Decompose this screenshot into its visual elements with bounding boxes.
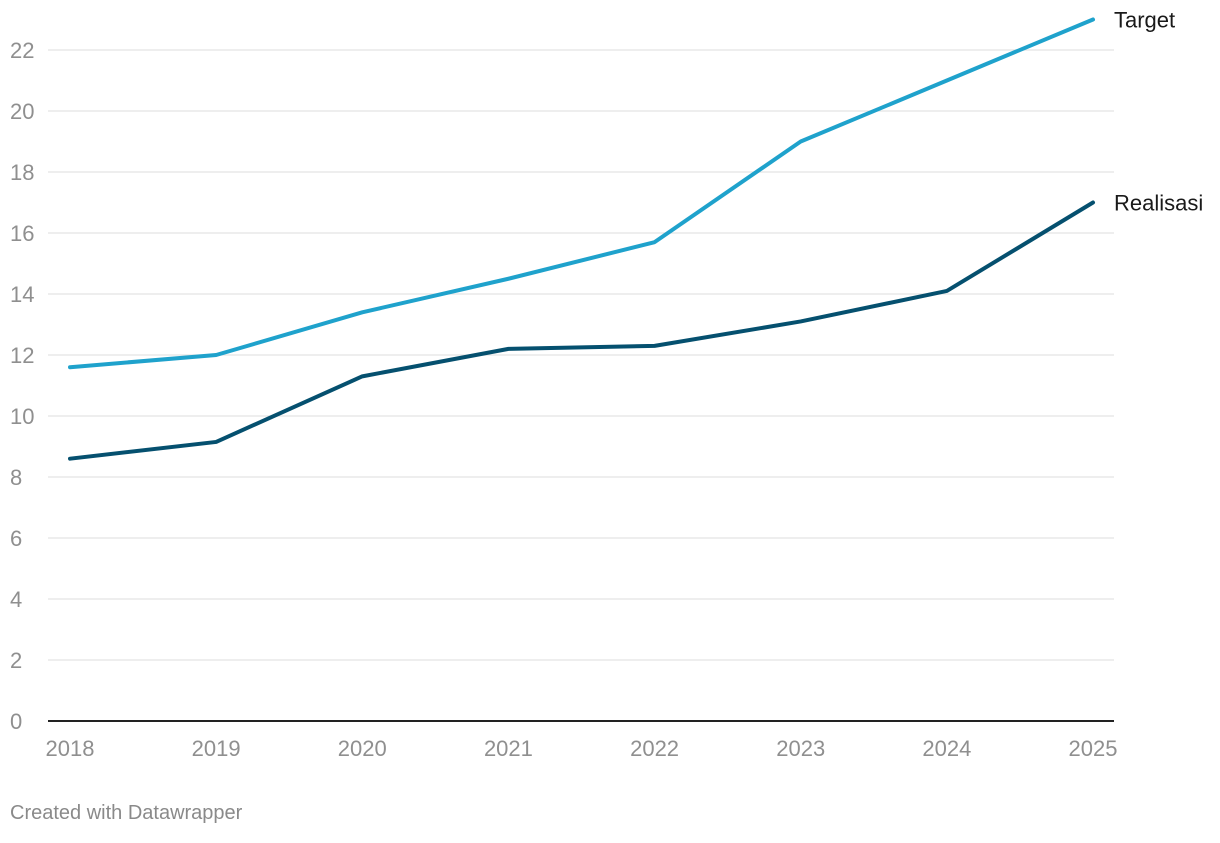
y-tick-label: 0 bbox=[10, 709, 22, 734]
x-tick-label: 2022 bbox=[630, 736, 679, 761]
x-tick-label: 2019 bbox=[192, 736, 241, 761]
series-label-realisasi: Realisasi bbox=[1114, 191, 1203, 216]
series-labels: Target Realisasi bbox=[1114, 8, 1203, 216]
series-line-target bbox=[70, 20, 1093, 368]
x-tick-label: 2021 bbox=[484, 736, 533, 761]
y-tick-label: 2 bbox=[10, 648, 22, 673]
x-tick-label: 2023 bbox=[776, 736, 825, 761]
y-tick-label: 22 bbox=[10, 38, 34, 63]
y-tick-label: 16 bbox=[10, 221, 34, 246]
series-lines bbox=[70, 19, 1093, 458]
x-tick-label: 2020 bbox=[338, 736, 387, 761]
y-tick-label: 14 bbox=[10, 282, 34, 307]
x-tick-label: 2024 bbox=[922, 736, 971, 761]
y-tick-label: 10 bbox=[10, 404, 34, 429]
series-line-realisasi bbox=[70, 203, 1093, 459]
y-tick-label: 4 bbox=[10, 587, 22, 612]
x-axis-ticks: 2018 2019 2020 2021 2022 2023 2024 2025 bbox=[46, 736, 1118, 761]
gridlines bbox=[48, 50, 1114, 721]
y-tick-label: 8 bbox=[10, 465, 22, 490]
y-tick-label: 12 bbox=[10, 343, 34, 368]
y-tick-label: 20 bbox=[10, 99, 34, 124]
credit-footer: Created with Datawrapper bbox=[10, 802, 242, 825]
y-tick-label: 18 bbox=[10, 160, 34, 185]
x-tick-label: 2025 bbox=[1069, 736, 1118, 761]
y-tick-label: 6 bbox=[10, 526, 22, 551]
x-tick-label: 2018 bbox=[46, 736, 95, 761]
series-label-target: Target bbox=[1114, 8, 1175, 33]
y-axis-ticks: 0 2 4 6 8 10 12 14 16 18 20 22 bbox=[10, 38, 34, 734]
